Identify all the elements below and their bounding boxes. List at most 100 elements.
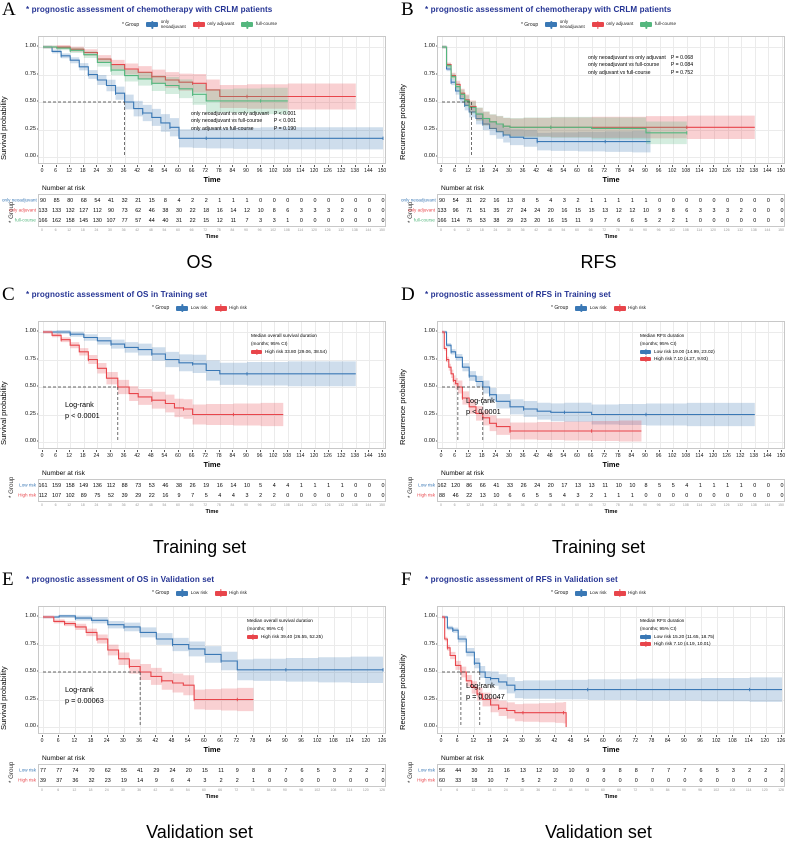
panel-letter-b: B bbox=[401, 0, 414, 20]
risk-x-tick-label: 60 bbox=[575, 228, 579, 232]
risk-x-tick-label: 48 bbox=[568, 788, 573, 792]
legend-item-only-neoadjuvant[interactable]: only neoadjuvant bbox=[146, 19, 186, 30]
median-box-swatch-icon bbox=[640, 356, 651, 361]
risk-x-tick-label: 78 bbox=[649, 788, 654, 792]
risk-table-cell: 6 bbox=[630, 218, 634, 224]
legend-item-only-adjuvant[interactable]: only adjuvant bbox=[192, 22, 234, 28]
x-axis-ticks-a: 0 6 12 18 24 30 36 42 48 54 60 66 72 78 84 90 96 102 108 11… bbox=[38, 165, 386, 179]
legend-item-low-risk[interactable]: Low risk bbox=[575, 305, 607, 311]
risk-table-cell: 46 bbox=[162, 483, 169, 489]
risk-table-cell: 5 bbox=[204, 493, 208, 499]
confidence-band bbox=[442, 330, 755, 427]
legend-item-high-risk[interactable]: High risk bbox=[214, 590, 247, 596]
legend-item-high-risk[interactable]: High risk bbox=[613, 590, 646, 596]
risk-table-cell: 10 bbox=[615, 483, 622, 489]
y-axis-ticks: 1.00 0.75 0.50 0.25 0.00 bbox=[409, 36, 438, 164]
risk-table-cell: 9 bbox=[658, 208, 662, 214]
x-tick-label: 90 bbox=[642, 168, 648, 174]
x-tick-label: 114 bbox=[744, 738, 753, 744]
risk-table-cell: 1 bbox=[630, 493, 634, 499]
risk-x-tick-label: 120 bbox=[710, 228, 716, 232]
risk-table-cell: 0 bbox=[299, 493, 303, 499]
x-axis-ticks-f: 0 6 12 18 24 30 36 42 48 54 60 66 72 78 84 90 96 102 108 11… bbox=[437, 735, 785, 749]
risk-x-tick-label: 30 bbox=[108, 228, 112, 232]
legend-item-full-course[interactable]: full-course bbox=[640, 22, 676, 28]
risk-table-cell: 0 bbox=[766, 208, 770, 214]
risk-table-cell: 66 bbox=[479, 483, 486, 489]
legend-item-label: High risk bbox=[628, 304, 646, 310]
median-box-heading: Median RFS duration bbox=[640, 333, 685, 338]
risk-x-tick-label: 138 bbox=[750, 503, 757, 507]
legend-item-high-risk[interactable]: High risk bbox=[214, 305, 247, 311]
legend-item-high-risk[interactable]: High risk bbox=[613, 304, 646, 311]
x-tick-label: 108 bbox=[681, 168, 691, 174]
risk-x-tick-label: 18 bbox=[487, 788, 492, 792]
risk-table-cell: 20 bbox=[534, 218, 541, 224]
legend-item-only-adjuvant[interactable]: only adjuvant bbox=[591, 22, 633, 28]
x-tick-label: 54 bbox=[560, 453, 567, 459]
risk-table-cell: 0 bbox=[381, 208, 385, 214]
x-tick-label: 102 bbox=[711, 738, 721, 744]
risk-table-cell: 4 bbox=[685, 483, 689, 489]
legend-item-full-course[interactable]: full-course bbox=[241, 22, 277, 28]
risk-table-cell: 19 bbox=[120, 778, 127, 784]
risk-table-cell: 90 bbox=[439, 198, 445, 204]
risk-table-cell: 0 bbox=[354, 493, 358, 499]
risk-table-cell: 40 bbox=[162, 218, 169, 224]
risk-table-cell: 1 bbox=[739, 483, 743, 489]
group-legend-e: * Group Low risk High risk bbox=[0, 590, 399, 596]
risk-table-cell: 10 bbox=[257, 208, 264, 214]
risk-x-tick-label: 150 bbox=[778, 228, 784, 232]
x-tick-label: 18 bbox=[87, 738, 94, 744]
risk-table-cell: 0 bbox=[766, 483, 770, 489]
panel-c: C * prognostic assessment of OS in Traini… bbox=[0, 285, 399, 570]
legend-swatch-icon bbox=[176, 305, 189, 311]
x-tick-label: 138 bbox=[350, 453, 360, 459]
risk-table-cell: 9 bbox=[154, 778, 158, 784]
risk-table-cell: 5 bbox=[535, 198, 539, 204]
risk-x-tick-label: 90 bbox=[643, 228, 647, 232]
legend-item-low-risk[interactable]: Low risk bbox=[176, 305, 208, 311]
x-tick-label: 12 bbox=[71, 738, 78, 744]
legend-item-low-risk[interactable]: Low risk bbox=[176, 590, 208, 596]
x-axis-label-a: Time bbox=[203, 175, 221, 184]
legend-item-low-risk[interactable]: Low risk bbox=[575, 590, 607, 596]
x-tick-label: 120 bbox=[309, 453, 319, 459]
risk-table-cell: 3 bbox=[731, 768, 735, 774]
risk-table-cell: 31 bbox=[176, 218, 182, 224]
risk-table-cell: 26 bbox=[520, 483, 527, 489]
x-tick-label: 78 bbox=[215, 453, 222, 459]
risk-table-row: 56 44 30 21 16 13 12 10 10 9 9 8 8 7 7 7 6 5 3 2 2 2 bbox=[438, 766, 784, 776]
confidence-band bbox=[442, 615, 567, 727]
risk-x-tick-label: 72 bbox=[633, 788, 638, 792]
risk-table-cell: 13 bbox=[602, 208, 609, 214]
risk-table-cell: 166 bbox=[437, 218, 447, 224]
risk-table-cell: 24 bbox=[169, 768, 176, 774]
risk-x-tick-label: 0 bbox=[41, 503, 43, 507]
risk-x-tick-label: 138 bbox=[351, 228, 358, 232]
curve-high-risk bbox=[43, 331, 284, 416]
x-tick-label: 6 bbox=[56, 738, 60, 744]
risk-table-cell: 20 bbox=[185, 768, 192, 774]
risk-x-tick-label: 72 bbox=[602, 228, 607, 232]
risk-table-cell: 26 bbox=[189, 483, 196, 489]
risk-table-cell: 0 bbox=[780, 208, 784, 214]
panel-a: A * prognostic assessment of chemotherapy… bbox=[0, 0, 399, 285]
risk-table-cell: 13 bbox=[575, 483, 581, 489]
risk-table-cell: 1 bbox=[313, 483, 317, 489]
pvalue-value: P = 0.752 bbox=[670, 69, 694, 76]
risk-table-cell: 22 bbox=[148, 493, 155, 499]
risk-table-cell: 0 bbox=[644, 493, 648, 499]
legend-item-only-neoadjuvant[interactable]: only neoadjuvant bbox=[545, 19, 585, 30]
group-legend-d: * Group Low risk High risk bbox=[399, 305, 798, 311]
figure-caption: Training set bbox=[551, 537, 646, 557]
survival-curves-svg bbox=[43, 614, 384, 727]
risk-table-cell: 21 bbox=[487, 768, 494, 774]
risk-table-cell: 0 bbox=[340, 198, 344, 204]
risk-table-cell: 31 bbox=[466, 198, 473, 204]
risk-table-cell: 0 bbox=[381, 493, 385, 499]
risk-table-cell: 0 bbox=[712, 198, 716, 204]
risk-table-cell: 36 bbox=[72, 778, 79, 784]
confidence-band bbox=[442, 330, 642, 442]
